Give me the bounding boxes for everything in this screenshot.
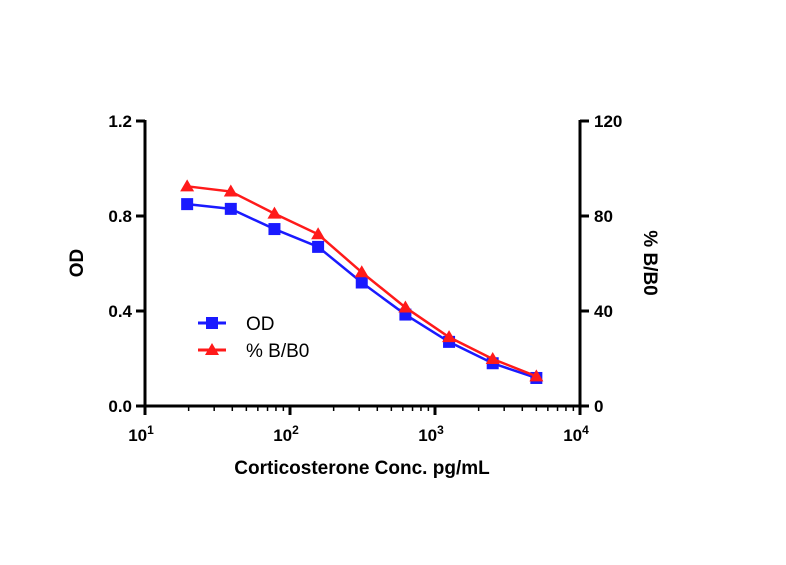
series-line-od [187,202,537,380]
bb0-point [311,227,326,240]
x-tick-label: 101 [128,423,154,445]
bb0-point [354,265,369,278]
legend-od-label: OD [246,314,275,335]
od-point [355,276,368,289]
x-tick-label: 103 [418,423,444,445]
legend-bb0-marker [205,343,219,355]
od-point [268,223,281,236]
bb0-point [267,206,282,219]
y2-tick-label: 120 [594,112,622,131]
bb0-point [180,179,195,192]
series-layer [180,179,544,384]
bb0-point [223,184,238,197]
od-point [312,240,325,253]
y2-tick-label: 40 [594,302,613,321]
y2-tick-label: 0 [594,397,603,416]
y-tick-label: 0.0 [108,397,132,416]
legend: OD % B/B0 [198,314,309,362]
bb0-point [529,369,544,382]
y-axis-title: OD [67,249,88,278]
bb0-point [485,351,500,364]
y2-tick-label: 80 [594,207,613,226]
axes: 0.0 0.4 0.8 1.2 0 40 80 120 101 102 103 104 [108,112,622,445]
od-point [224,202,237,215]
y2-axis-title: % B/B0 [639,230,660,295]
legend-bb0-label: % B/B0 [246,341,309,362]
bb0-point [442,330,457,343]
bb0-point [398,300,413,313]
x-tick-label: 102 [273,423,299,445]
y-tick-label: 0.4 [108,302,132,321]
x-tick-label: 104 [563,423,589,445]
x-axis-title: Corticosterone Conc. pg/mL [234,458,490,479]
od-point [181,198,194,211]
y-tick-label: 1.2 [108,112,132,131]
legend-od-marker [206,317,218,329]
y-tick-label: 0.8 [108,207,132,226]
